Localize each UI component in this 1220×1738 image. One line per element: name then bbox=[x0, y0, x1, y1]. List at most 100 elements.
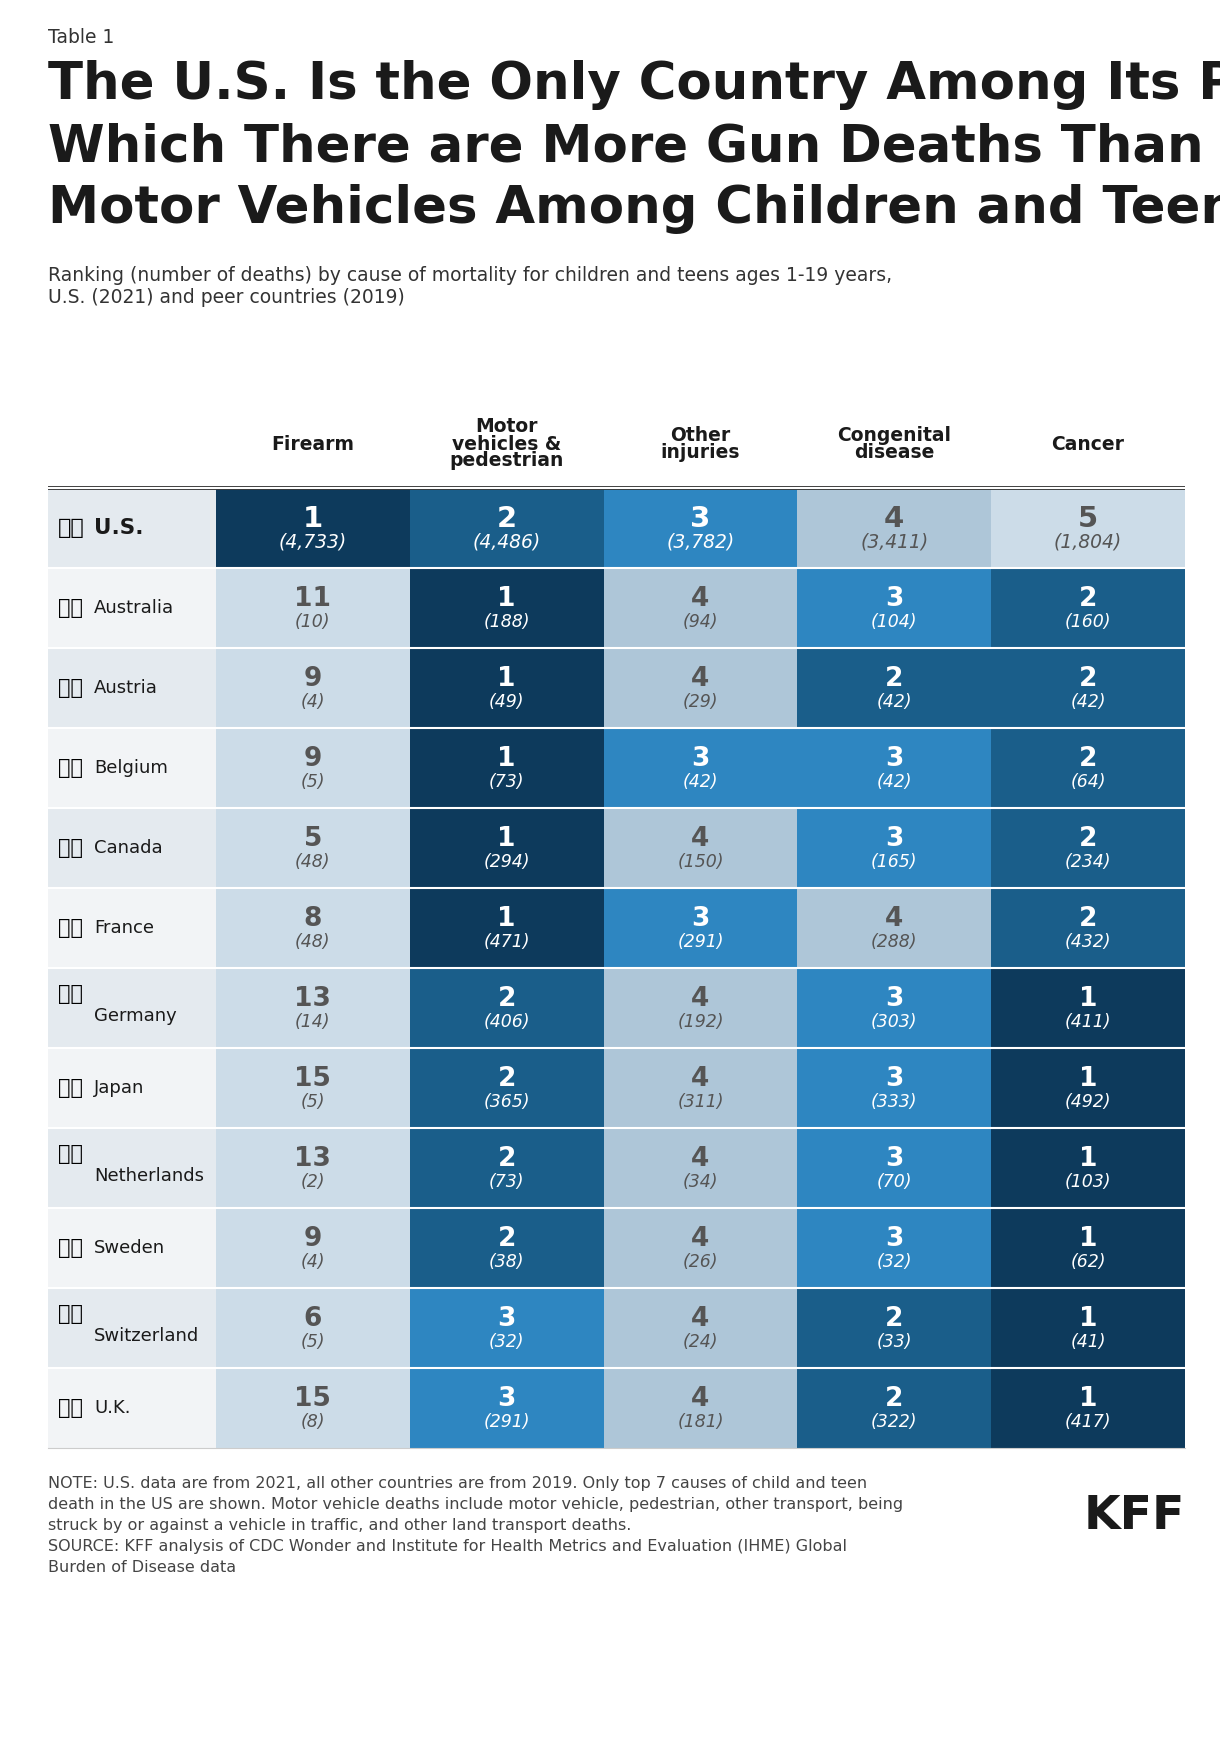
Text: (411): (411) bbox=[1065, 1013, 1111, 1031]
Bar bbox=[991, 728, 1185, 808]
Bar bbox=[48, 488, 216, 568]
Bar bbox=[216, 488, 410, 568]
Text: 🇯🇵: 🇯🇵 bbox=[59, 1078, 83, 1098]
Text: (104): (104) bbox=[871, 614, 917, 631]
Bar bbox=[216, 728, 410, 808]
Text: 1: 1 bbox=[498, 905, 516, 932]
Text: Other: Other bbox=[670, 426, 731, 445]
Text: 2: 2 bbox=[1078, 666, 1097, 692]
Bar bbox=[216, 968, 410, 1048]
Bar bbox=[410, 1288, 604, 1368]
Text: (417): (417) bbox=[1065, 1413, 1111, 1430]
Text: (48): (48) bbox=[295, 933, 331, 951]
Text: Motor: Motor bbox=[476, 417, 538, 436]
Text: Sweden: Sweden bbox=[94, 1239, 165, 1257]
Text: 2: 2 bbox=[1078, 586, 1097, 612]
Bar bbox=[410, 488, 604, 568]
Text: 1: 1 bbox=[1078, 1065, 1097, 1091]
Text: (10): (10) bbox=[295, 614, 331, 631]
Text: (94): (94) bbox=[683, 614, 719, 631]
Text: (188): (188) bbox=[483, 614, 529, 631]
Text: 3: 3 bbox=[692, 746, 710, 772]
Text: (3,782): (3,782) bbox=[666, 532, 734, 551]
Text: 1: 1 bbox=[1078, 1305, 1097, 1331]
Text: 2: 2 bbox=[1078, 905, 1097, 932]
Bar bbox=[991, 1288, 1185, 1368]
Bar bbox=[798, 648, 991, 728]
Bar bbox=[604, 1128, 798, 1208]
Text: injuries: injuries bbox=[661, 443, 741, 462]
Bar bbox=[991, 808, 1185, 888]
Text: Japan: Japan bbox=[94, 1079, 144, 1097]
Text: 1: 1 bbox=[498, 746, 516, 772]
Text: 🇨🇭: 🇨🇭 bbox=[59, 1304, 83, 1324]
Text: (5): (5) bbox=[300, 1093, 326, 1111]
Text: (160): (160) bbox=[1065, 614, 1111, 631]
Text: (432): (432) bbox=[1065, 933, 1111, 951]
Text: (34): (34) bbox=[683, 1173, 719, 1191]
Bar bbox=[798, 1368, 991, 1448]
Text: 3: 3 bbox=[498, 1305, 516, 1331]
Text: 8: 8 bbox=[304, 905, 322, 932]
Text: 5: 5 bbox=[1078, 506, 1098, 534]
Text: 5: 5 bbox=[304, 826, 322, 852]
Text: (42): (42) bbox=[683, 773, 719, 791]
Text: (8): (8) bbox=[300, 1413, 326, 1430]
Bar bbox=[48, 968, 216, 1048]
Text: (1,804): (1,804) bbox=[1054, 532, 1122, 551]
Bar bbox=[798, 728, 991, 808]
Text: (181): (181) bbox=[677, 1413, 723, 1430]
Text: 1: 1 bbox=[1078, 1145, 1097, 1171]
Text: 🇦🇹: 🇦🇹 bbox=[59, 678, 83, 699]
Text: 1: 1 bbox=[303, 506, 323, 534]
Text: 3: 3 bbox=[692, 905, 710, 932]
Text: 4: 4 bbox=[884, 506, 904, 534]
Text: 2: 2 bbox=[886, 1305, 904, 1331]
Text: 🇺🇸: 🇺🇸 bbox=[59, 518, 84, 539]
Text: 🇬🇧: 🇬🇧 bbox=[59, 1397, 83, 1418]
Bar bbox=[48, 888, 216, 968]
Text: (42): (42) bbox=[876, 693, 913, 711]
Bar bbox=[798, 488, 991, 568]
Bar bbox=[604, 488, 798, 568]
Bar bbox=[410, 568, 604, 648]
Bar bbox=[48, 648, 216, 728]
Bar bbox=[48, 728, 216, 808]
Text: NOTE: U.S. data are from 2021, all other countries are from 2019. Only top 7 cau: NOTE: U.S. data are from 2021, all other… bbox=[48, 1476, 867, 1491]
Text: 🇩🇪: 🇩🇪 bbox=[59, 984, 83, 1005]
Text: (471): (471) bbox=[483, 933, 529, 951]
Text: U.S.: U.S. bbox=[94, 518, 144, 539]
Bar bbox=[991, 1368, 1185, 1448]
Bar bbox=[798, 1208, 991, 1288]
Bar bbox=[48, 568, 216, 648]
Text: 2: 2 bbox=[498, 985, 516, 1012]
Bar bbox=[410, 728, 604, 808]
Text: 3: 3 bbox=[886, 1065, 904, 1091]
Text: 🇸🇪: 🇸🇪 bbox=[59, 1237, 83, 1258]
Bar bbox=[604, 568, 798, 648]
Text: 4: 4 bbox=[886, 905, 904, 932]
Bar bbox=[216, 888, 410, 968]
Text: 🇦🇺: 🇦🇺 bbox=[59, 598, 83, 619]
Text: (26): (26) bbox=[683, 1253, 719, 1270]
Text: 3: 3 bbox=[886, 586, 904, 612]
Text: (24): (24) bbox=[683, 1333, 719, 1350]
Text: 2: 2 bbox=[498, 1225, 516, 1251]
Bar bbox=[48, 808, 216, 888]
Text: 15: 15 bbox=[294, 1065, 332, 1091]
Text: 2: 2 bbox=[1078, 746, 1097, 772]
Bar bbox=[798, 808, 991, 888]
Text: (406): (406) bbox=[483, 1013, 529, 1031]
Text: (333): (333) bbox=[871, 1093, 917, 1111]
Text: (2): (2) bbox=[300, 1173, 326, 1191]
Text: Which There are More Gun Deaths Than Cancer or: Which There are More Gun Deaths Than Can… bbox=[48, 122, 1220, 172]
Text: Germany: Germany bbox=[94, 1006, 177, 1025]
Text: 1: 1 bbox=[1078, 1225, 1097, 1251]
Text: 4: 4 bbox=[692, 985, 710, 1012]
Text: Austria: Austria bbox=[94, 680, 157, 697]
Text: (291): (291) bbox=[483, 1413, 529, 1430]
Bar bbox=[410, 1048, 604, 1128]
Text: (4,733): (4,733) bbox=[279, 532, 346, 551]
Text: Belgium: Belgium bbox=[94, 760, 168, 777]
Bar bbox=[48, 1368, 216, 1448]
